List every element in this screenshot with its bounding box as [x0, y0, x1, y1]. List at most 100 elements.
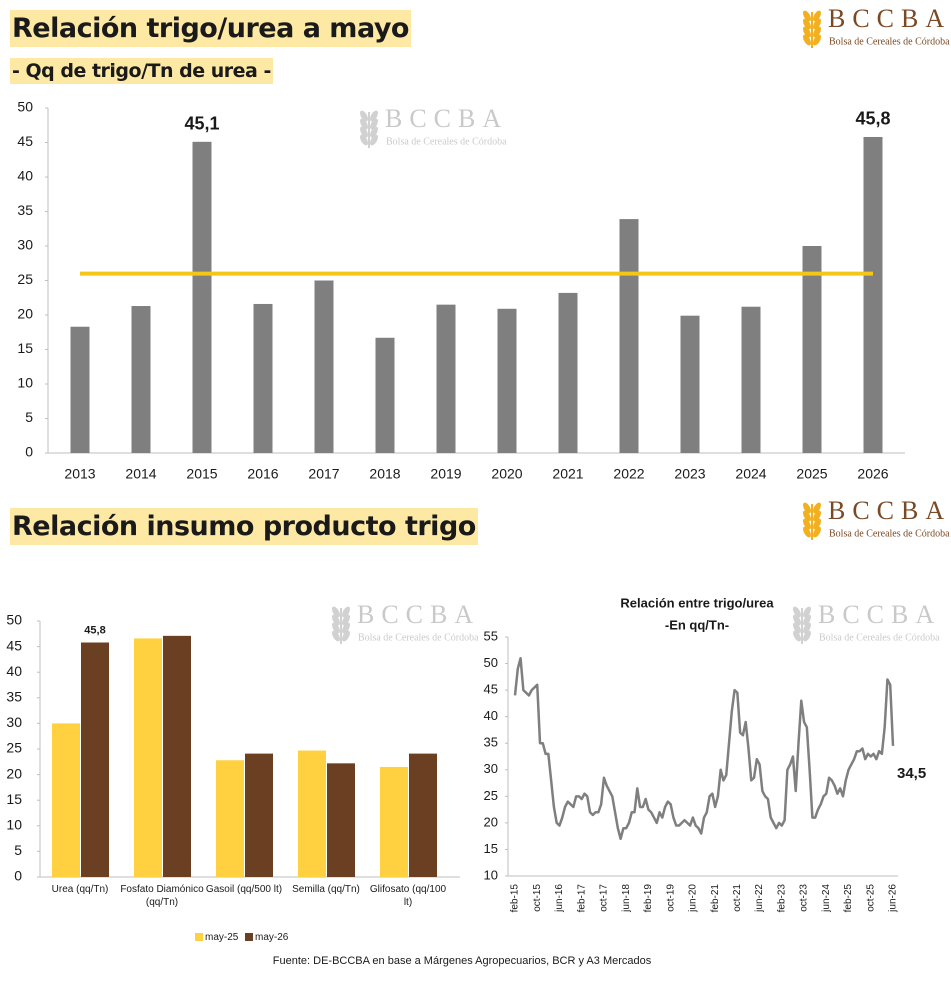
- y-tick-label: 35: [17, 202, 33, 218]
- y-tick-label: 50: [484, 655, 498, 670]
- x-tick-label-box: Glifosato (qq/100 lt): [370, 884, 446, 908]
- logo-grain: [803, 26, 811, 38]
- x-tick-label: feb-17: [576, 884, 587, 913]
- y-tick-label: 5: [25, 409, 33, 425]
- logo-grain: [793, 614, 801, 626]
- x-tick-label: 2017: [308, 466, 339, 482]
- bar: [52, 723, 80, 877]
- y-tick-label: 55: [484, 628, 498, 643]
- logo-name: BCCBA: [818, 600, 941, 629]
- logo-grain: [803, 526, 811, 538]
- y-tick-label: 20: [6, 765, 22, 781]
- logo-grain: [370, 126, 378, 138]
- y-tick-label: 35: [6, 689, 22, 705]
- bar: [375, 337, 395, 453]
- bar: [253, 303, 273, 453]
- logo-grain: [360, 134, 368, 146]
- y-tick-label: 45: [17, 133, 33, 149]
- y-tick-label: 50: [6, 612, 22, 628]
- y-tick-label: 0: [25, 444, 33, 460]
- logo-grain: [803, 510, 811, 522]
- x-tick-label: 2025: [796, 466, 827, 482]
- y-tick-label: 30: [6, 714, 22, 730]
- x-tick-label: 2023: [674, 466, 705, 482]
- y-tick-label: 15: [17, 340, 33, 356]
- chart-subtitle: -En qq/Tn-: [665, 617, 729, 632]
- x-tick-label: jun-24: [821, 884, 832, 913]
- logo-grain: [360, 126, 368, 138]
- logo-name: BCCBA: [828, 4, 951, 33]
- x-tick-label: feb-21: [710, 884, 721, 913]
- logo-grain: [332, 622, 340, 634]
- logo-grain: [803, 10, 811, 22]
- y-tick-label: 0: [14, 868, 22, 884]
- logo-grain: [813, 518, 821, 530]
- logo-grain: [793, 630, 801, 642]
- legend-swatch: [195, 933, 203, 941]
- bar: [245, 753, 273, 877]
- x-tick-label: jun-22: [754, 884, 765, 913]
- logo-grain: [803, 502, 811, 514]
- bar: [380, 766, 408, 877]
- x-tick-label-box: Urea (qq/Tn): [51, 884, 109, 895]
- x-tick-label: Fosfato Diamónico (qq/Tn): [120, 884, 204, 908]
- value-label: 45,1: [184, 114, 219, 134]
- chart-subtitle: - Qq de trigo/Tn de urea -: [10, 58, 273, 84]
- logo-grain: [803, 34, 811, 46]
- logo: BCCBA Bolsa de Cereales de Córdoba: [803, 4, 951, 48]
- bar: [163, 635, 191, 877]
- logo-grain: [342, 630, 350, 642]
- y-tick-label: 45: [484, 682, 498, 697]
- bar: [134, 638, 162, 877]
- y-tick-label: 25: [484, 788, 498, 803]
- logo-subtitle: Bolsa de Cereales de Córdoba: [829, 36, 950, 47]
- logo-name: BCCBA: [385, 104, 508, 133]
- logo-grain: [803, 630, 811, 642]
- y-tick-label: 40: [484, 708, 498, 723]
- value-label: 45,8: [84, 624, 105, 636]
- logo-grain: [803, 606, 811, 618]
- logo-grain: [803, 518, 811, 530]
- x-tick-label: feb-25: [843, 884, 854, 913]
- logo-grain: [342, 606, 350, 618]
- bar: [131, 306, 151, 453]
- logo-name: BCCBA: [357, 600, 480, 629]
- bar: [216, 760, 244, 877]
- line: [513, 656, 895, 841]
- y-tick-label: 20: [17, 306, 33, 322]
- legend-swatch: [245, 933, 253, 941]
- x-tick-label: jun-26: [888, 884, 899, 913]
- logo-grain: [342, 614, 350, 626]
- x-tick-label: jun-20: [688, 884, 699, 913]
- x-tick-label: feb-15: [510, 884, 521, 913]
- value-label: 34,5: [897, 765, 926, 782]
- x-tick-label: Urea (qq/Tn): [51, 884, 109, 895]
- watermark-logo: BCCBA Bolsa de Cereales de Córdoba: [332, 600, 480, 644]
- logo-grain: [370, 118, 378, 130]
- chart-title: Relación trigo/urea a mayo: [10, 10, 411, 47]
- source: Fuente: DE-BCCBA en base a Márgenes Agro…: [273, 955, 652, 967]
- watermark-logo: BCCBA Bolsa de Cereales de Córdoba: [360, 104, 508, 148]
- logo-grain: [332, 630, 340, 642]
- y-tick-label: 25: [6, 740, 22, 756]
- logo-grain: [793, 622, 801, 634]
- bar: [802, 246, 822, 453]
- logo-name: BCCBA: [828, 496, 951, 525]
- logo-grain: [332, 606, 340, 618]
- logo-grain: [813, 526, 821, 538]
- bar: [436, 304, 456, 453]
- bar: [497, 308, 517, 453]
- bar: [327, 763, 355, 877]
- x-tick-label: Semilla (qq/Tn): [292, 884, 360, 895]
- y-tick-label: 25: [17, 271, 33, 287]
- y-tick-label: 40: [6, 663, 22, 679]
- bar: [741, 306, 761, 453]
- logo-grain: [370, 134, 378, 146]
- y-tick-label: 15: [6, 791, 22, 807]
- bar: [558, 292, 578, 453]
- x-tick-label: jun-16: [554, 884, 565, 913]
- logo-grain: [803, 614, 811, 626]
- logo-grain: [813, 510, 821, 522]
- section-title: Relación insumo producto trigo: [10, 508, 478, 545]
